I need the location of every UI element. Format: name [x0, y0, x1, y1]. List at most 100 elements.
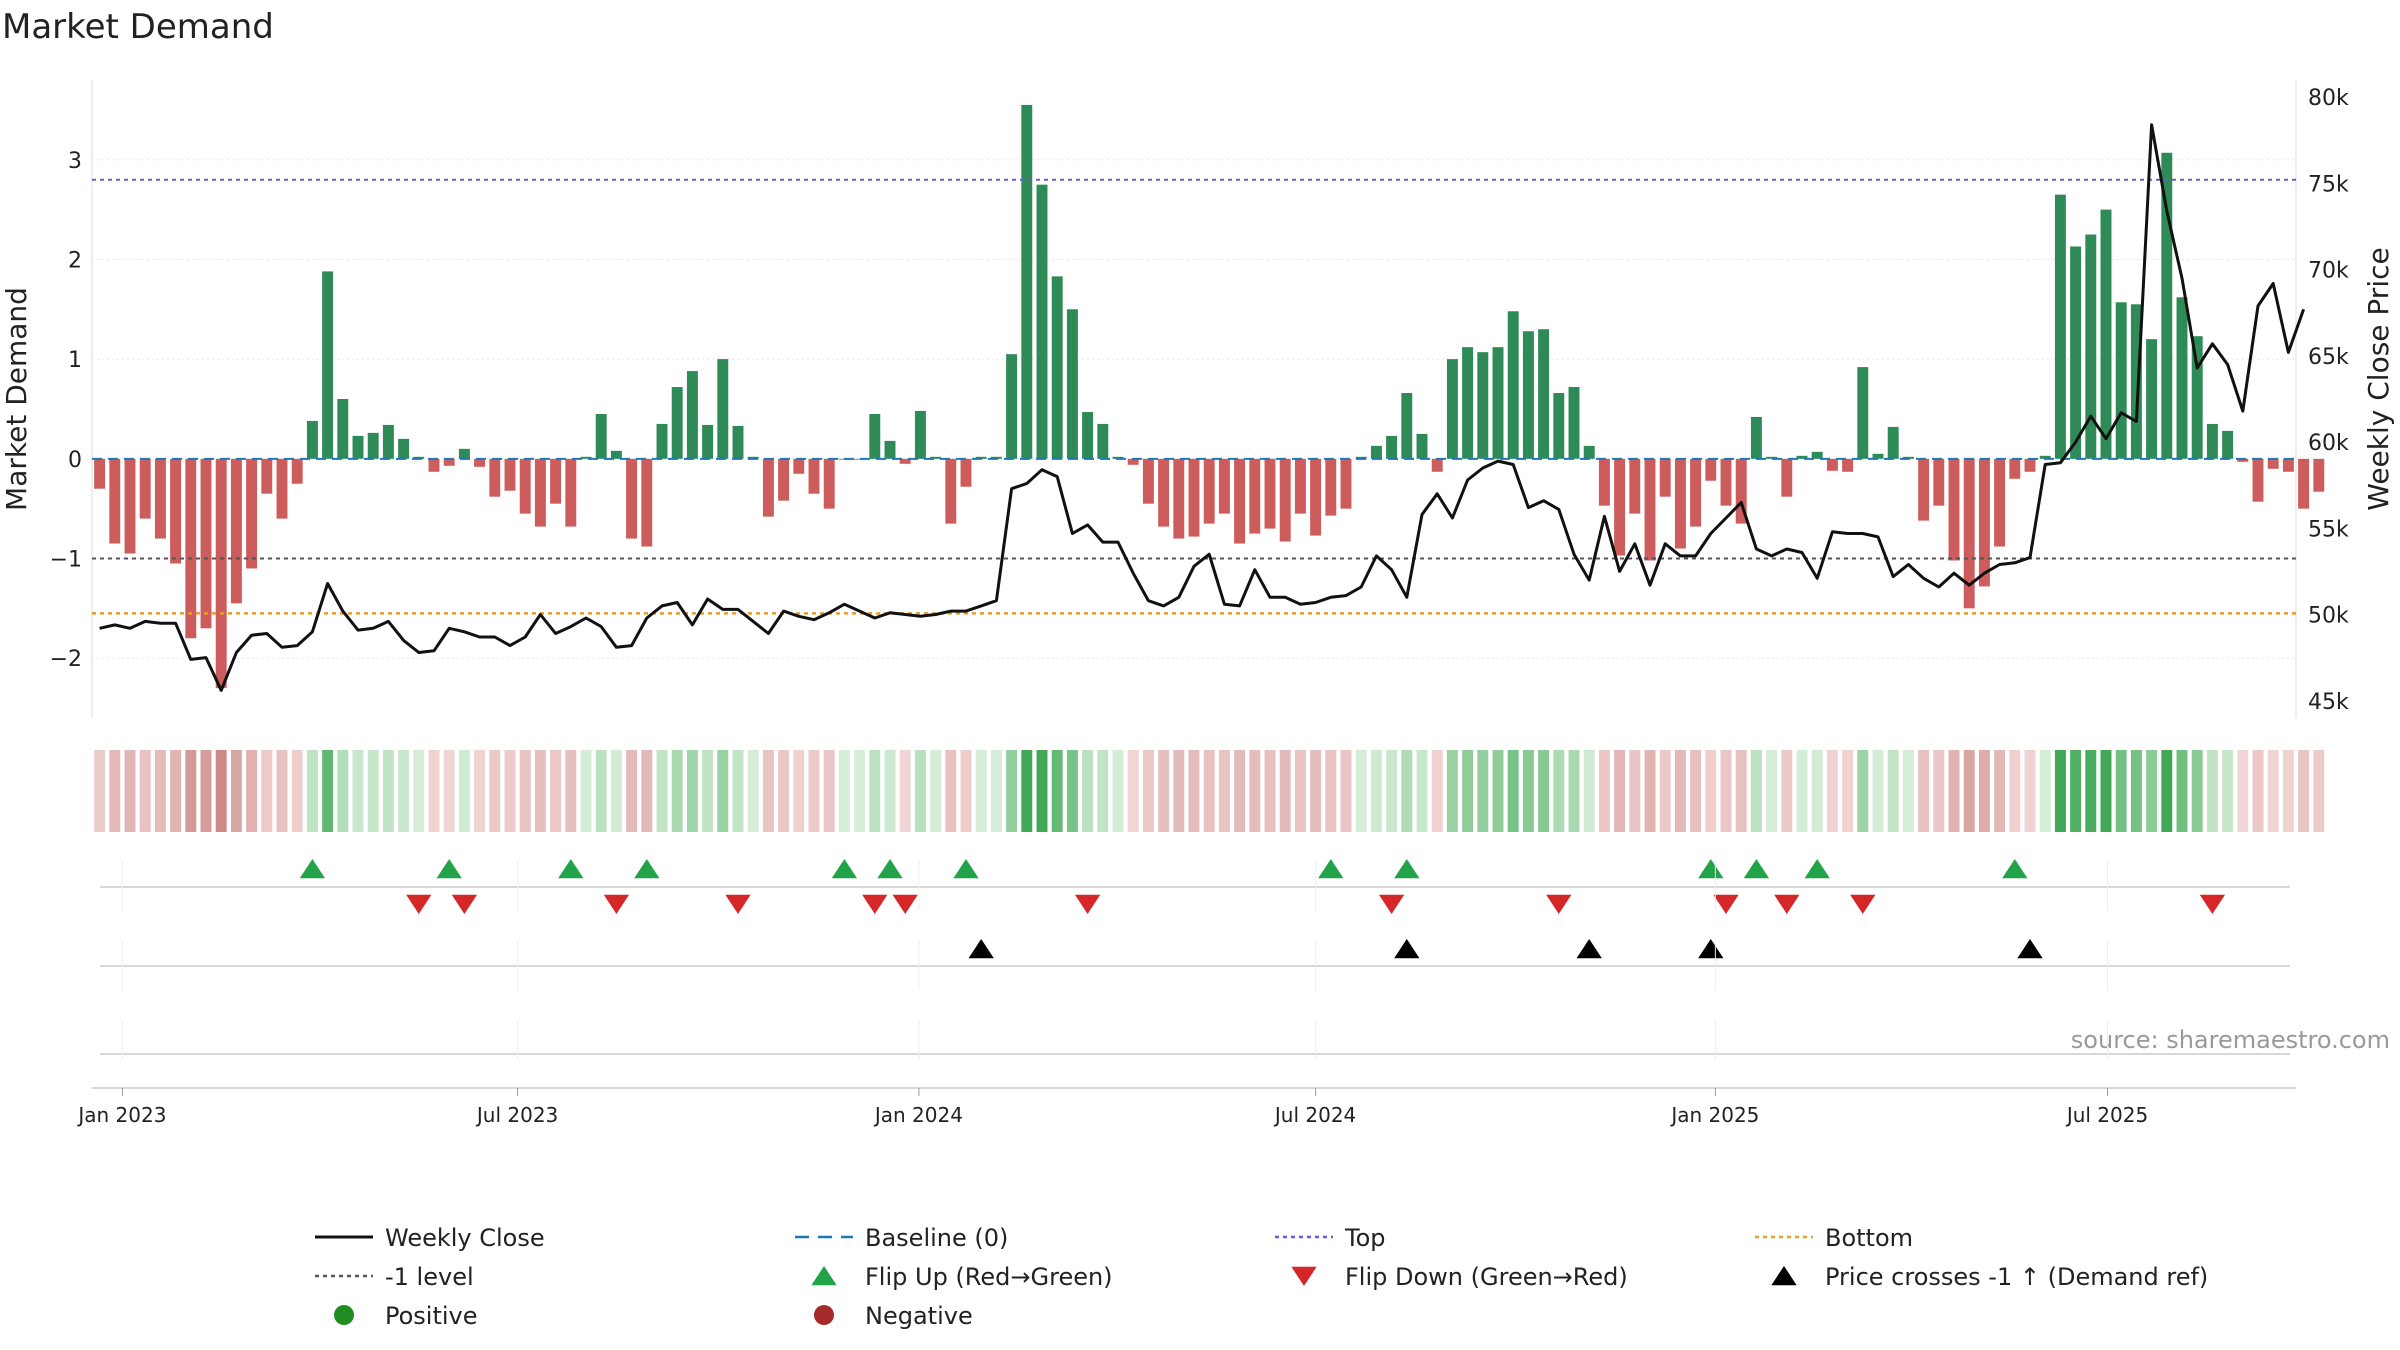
positive-bar — [2070, 246, 2082, 459]
positive-bar — [686, 371, 698, 459]
legend-swatch — [811, 1266, 837, 1286]
positive-bar — [595, 413, 607, 459]
negative-bar — [1948, 458, 1960, 561]
strip-cell — [702, 750, 714, 832]
strip-cell — [1036, 750, 1048, 832]
positive-bar — [671, 387, 683, 459]
negative-bar — [1598, 458, 1610, 506]
positive-bar — [1446, 359, 1458, 459]
strip-cell — [2115, 750, 2127, 832]
strip-cell — [139, 750, 151, 832]
strip-cell — [1644, 750, 1656, 832]
demand-strip — [94, 750, 2325, 832]
negative-bar — [1431, 458, 1443, 472]
positive-bar — [1492, 347, 1504, 459]
negative-bar — [1842, 458, 1854, 472]
positive-bar — [656, 423, 668, 459]
legend-label: Top — [1344, 1224, 1386, 1252]
negative-bar — [641, 458, 653, 547]
positive-bar — [1538, 329, 1550, 459]
negative-bar — [1629, 458, 1641, 514]
strip-cell — [1538, 750, 1550, 832]
strip-cell — [626, 750, 638, 832]
strip-cell — [854, 750, 866, 832]
strip-cell — [1720, 750, 1732, 832]
negative-bar — [519, 458, 531, 514]
strip-cell — [1386, 750, 1398, 832]
strip-cell — [1218, 750, 1230, 832]
negative-bar — [246, 458, 258, 569]
strip-cell — [1614, 750, 1626, 832]
negative-bar — [276, 458, 288, 519]
negative-bar — [154, 458, 166, 539]
strip-cell — [2206, 750, 2218, 832]
strip-cell — [367, 750, 379, 832]
strip-cell — [1811, 750, 1823, 832]
strip-cell — [1310, 750, 1322, 832]
negative-bar — [1644, 458, 1656, 561]
x-tick-label: Jul 2023 — [475, 1103, 558, 1127]
flip-down-marker — [451, 894, 478, 914]
flip-up-marker — [1318, 859, 1344, 879]
strip-cell — [291, 750, 303, 832]
positive-bar — [1583, 445, 1595, 459]
x-tick-label: Jan 2024 — [873, 1103, 963, 1127]
strip-cell — [550, 750, 562, 832]
strip-cell — [1857, 750, 1869, 832]
positive-bar — [306, 420, 318, 459]
positive-bar — [2085, 234, 2097, 459]
strip-cell — [717, 750, 729, 832]
flip-up-marker — [558, 859, 584, 879]
legend-label: Flip Down (Green→Red) — [1345, 1263, 1628, 1291]
x-tick-label: Jan 2025 — [1669, 1103, 1759, 1127]
strip-cell — [322, 750, 334, 832]
y-left-tick-label: −2 — [50, 647, 82, 672]
strip-cell — [1416, 750, 1428, 832]
positive-bar — [1553, 393, 1565, 459]
price-cross-marker — [2017, 939, 2043, 959]
strip-cell — [1918, 750, 1930, 832]
strip-cell — [1507, 750, 1519, 832]
strip-cell — [1355, 750, 1367, 832]
strip-cell — [1264, 750, 1276, 832]
strip-cell — [641, 750, 653, 832]
positive-bar — [1811, 451, 1823, 459]
strip-cell — [960, 750, 972, 832]
strip-cell — [458, 750, 470, 832]
flip-down-marker — [1546, 894, 1572, 914]
strip-cell — [1492, 750, 1504, 832]
negative-bar — [200, 458, 212, 629]
legend-item: Bottom — [1755, 1224, 1913, 1252]
x-tick-label: Jul 2024 — [1273, 1103, 1356, 1127]
strip-cell — [2009, 750, 2021, 832]
price-cross-marker — [1698, 939, 1724, 959]
strip-cell — [990, 750, 1002, 832]
strip-cell — [1568, 750, 1580, 832]
strip-cell — [109, 750, 121, 832]
y-left-tick-label: 0 — [68, 448, 82, 473]
positive-bar — [610, 450, 622, 459]
positive-bar — [1477, 352, 1489, 459]
demand-panel: 3 2 1 0 −1 −2 80k 75k 70k 65k 60k 55k 50k 45k Market D… — [0, 80, 2395, 718]
positive-bar — [458, 448, 470, 459]
positive-bar — [1370, 445, 1382, 459]
strip-cell — [686, 750, 698, 832]
strip-cell — [1674, 750, 1686, 832]
strip-cell — [1705, 750, 1717, 832]
strip-cell — [1978, 750, 1990, 832]
strip-cell — [1431, 750, 1443, 832]
strip-cell — [778, 750, 790, 832]
legend-item: Price crosses -1 ↑ (Demand ref) — [1771, 1263, 2208, 1291]
strip-cell — [1127, 750, 1139, 832]
strip-cell — [580, 750, 592, 832]
legend-item: Weekly Close — [315, 1224, 545, 1252]
negative-bar — [960, 458, 972, 487]
flip-down-marker — [1074, 894, 1101, 914]
strip-cell — [1066, 750, 1078, 832]
y-right-tick-label: 60k — [2308, 431, 2349, 456]
legend: Weekly Close Baseline (0) Top Bottom -1 leve… — [315, 1224, 2208, 1330]
negative-bar — [1826, 458, 1838, 471]
strip-cell — [2161, 750, 2173, 832]
positive-bar — [1462, 347, 1474, 459]
strip-cell — [443, 750, 455, 832]
